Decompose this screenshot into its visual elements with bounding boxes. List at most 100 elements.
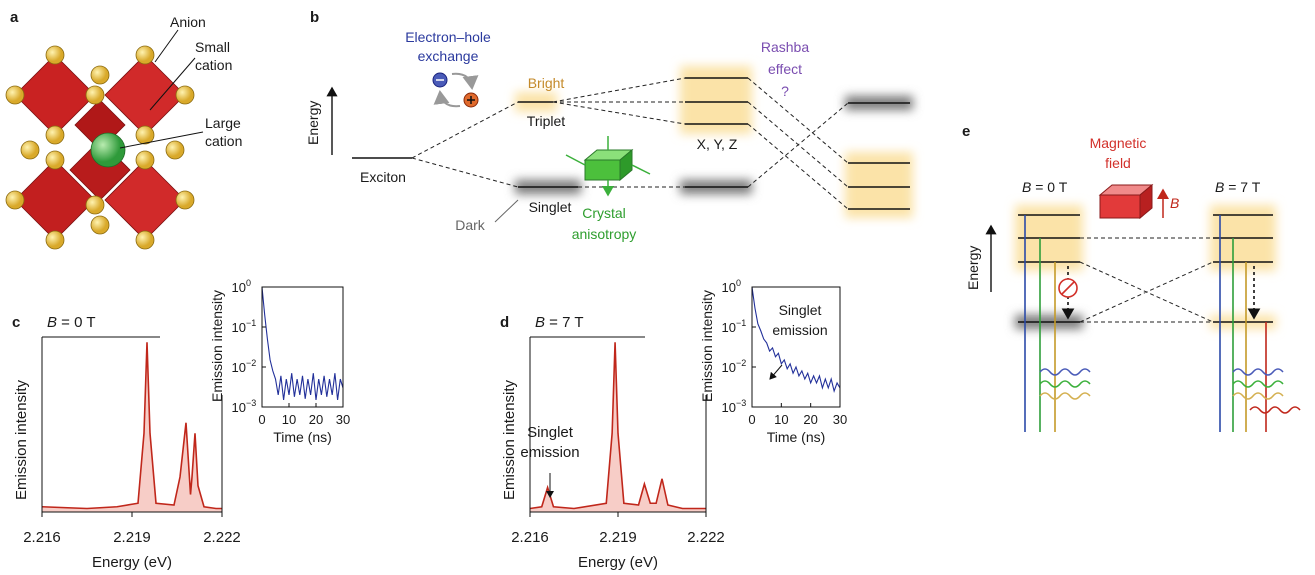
exponent: −2	[736, 358, 746, 368]
y-tick-exponent: −2	[246, 358, 256, 368]
line: Rashba	[761, 39, 809, 55]
x-tick-label: 10	[774, 412, 788, 427]
exponent: 0	[246, 278, 251, 288]
glows	[1015, 205, 1276, 329]
y-tick-exponent: −3	[246, 398, 256, 408]
base: 10	[232, 400, 246, 415]
y-axis-label: Emission intensity	[209, 290, 225, 402]
x-tick-label: 2.222	[687, 529, 725, 546]
panel-label: e	[962, 123, 970, 140]
label-field-symbol: B	[1170, 195, 1179, 211]
levels	[1018, 214, 1273, 323]
line: Singlet	[527, 424, 574, 441]
symbol: B	[47, 314, 57, 331]
symbol: B	[1022, 179, 1031, 195]
exponent: −3	[246, 398, 256, 408]
x-tick-label: 0	[258, 412, 265, 427]
decay-line	[751, 286, 841, 393]
line: Electron–hole	[405, 29, 491, 45]
emission-arrows	[1024, 215, 1301, 432]
x-axis-label: Energy (eV)	[92, 554, 172, 571]
label-field: Magnetic field	[1090, 135, 1147, 171]
line: Singlet	[779, 302, 822, 318]
symbol: B	[1215, 179, 1224, 195]
base: 10	[232, 360, 246, 375]
y-tick-label: 10	[722, 400, 736, 415]
base: 10	[232, 280, 246, 295]
exponent: −1	[736, 318, 746, 328]
y-tick-label: 10	[232, 360, 246, 375]
line: cation	[195, 57, 232, 73]
leader-line	[494, 199, 519, 223]
y-tick-label: 10	[722, 360, 736, 375]
x-axis-label: Time (ns)	[273, 429, 332, 445]
line: field	[1105, 155, 1131, 171]
text: = 7 T	[1224, 179, 1260, 195]
field-label: B = 0 T	[47, 314, 96, 331]
panel-label: b	[310, 9, 319, 26]
label-exchange: Electron–hole exchange	[405, 29, 491, 64]
label-xyz: X, Y, Z	[697, 136, 738, 152]
label-right: B = 7 T	[1215, 179, 1261, 195]
x-tick-label: 10	[282, 412, 296, 427]
panel-a: a Anion Small cation Large cation	[5, 9, 242, 250]
base: 10	[722, 400, 736, 415]
x-tick-label: 2.222	[203, 529, 241, 546]
label-singlet: Singlet	[529, 199, 572, 215]
label-exciton: Exciton	[360, 169, 406, 185]
y-tick-label: 10	[232, 280, 246, 295]
text: = 0 T	[57, 314, 96, 331]
y-tick-exponent: −1	[246, 318, 256, 328]
text: = 7 T	[545, 314, 584, 331]
annotation: Singlet emission	[772, 302, 827, 338]
line: Small	[195, 39, 230, 55]
transitions	[1079, 237, 1214, 323]
line: emission	[520, 444, 579, 461]
x-tick-label: 30	[833, 412, 847, 427]
y-tick-label: 10	[232, 320, 246, 335]
line: cation	[205, 133, 242, 149]
spectrum-line	[41, 342, 222, 510]
label-large-cation: Large cation	[205, 115, 242, 149]
base: 10	[232, 320, 246, 335]
x-tick-label: 2.219	[113, 529, 151, 546]
symbol: B	[535, 314, 545, 331]
line: ?	[781, 83, 789, 99]
field-label: B = 7 T	[535, 314, 584, 331]
panel-label: a	[10, 9, 19, 26]
label-left: B = 0 T	[1022, 179, 1068, 195]
base: 10	[722, 320, 736, 335]
line: effect	[768, 61, 802, 77]
base: 10	[722, 360, 736, 375]
line: Large	[205, 115, 241, 131]
magnet	[1098, 183, 1169, 220]
x-tick-label: 30	[336, 412, 350, 427]
panel-b: b Energy Exciton Bright Triplet Singlet …	[305, 9, 913, 242]
energy-label: Energy	[305, 101, 321, 145]
anisotropy-box	[565, 136, 651, 195]
frame	[751, 286, 841, 408]
leader-line	[119, 131, 204, 149]
label-bright: Bright	[528, 75, 565, 91]
label-anion: Anion	[170, 14, 206, 30]
energy-label: Energy	[965, 246, 981, 290]
label-triplet: Triplet	[527, 113, 565, 129]
line: exchange	[418, 48, 479, 64]
text: = 0 T	[1031, 179, 1067, 195]
y-axis-label: Emission intensity	[13, 379, 30, 500]
y-tick-label: 10	[722, 320, 736, 335]
panel-label: d	[500, 314, 509, 331]
label-dark: Dark	[455, 217, 486, 233]
exponent: −2	[246, 358, 256, 368]
leader-line	[154, 29, 179, 63]
x-axis-label: Energy (eV)	[578, 554, 658, 571]
spectrum-line	[529, 342, 706, 510]
annotation-arrow	[769, 364, 783, 380]
y-axis-label: Emission intensity	[699, 290, 715, 402]
x-tick-label: 20	[803, 412, 817, 427]
label-anisotropy: Crystal anisotropy	[572, 205, 637, 242]
line: emission	[772, 322, 827, 338]
exponent: −3	[736, 398, 746, 408]
line: Magnetic	[1090, 135, 1147, 151]
